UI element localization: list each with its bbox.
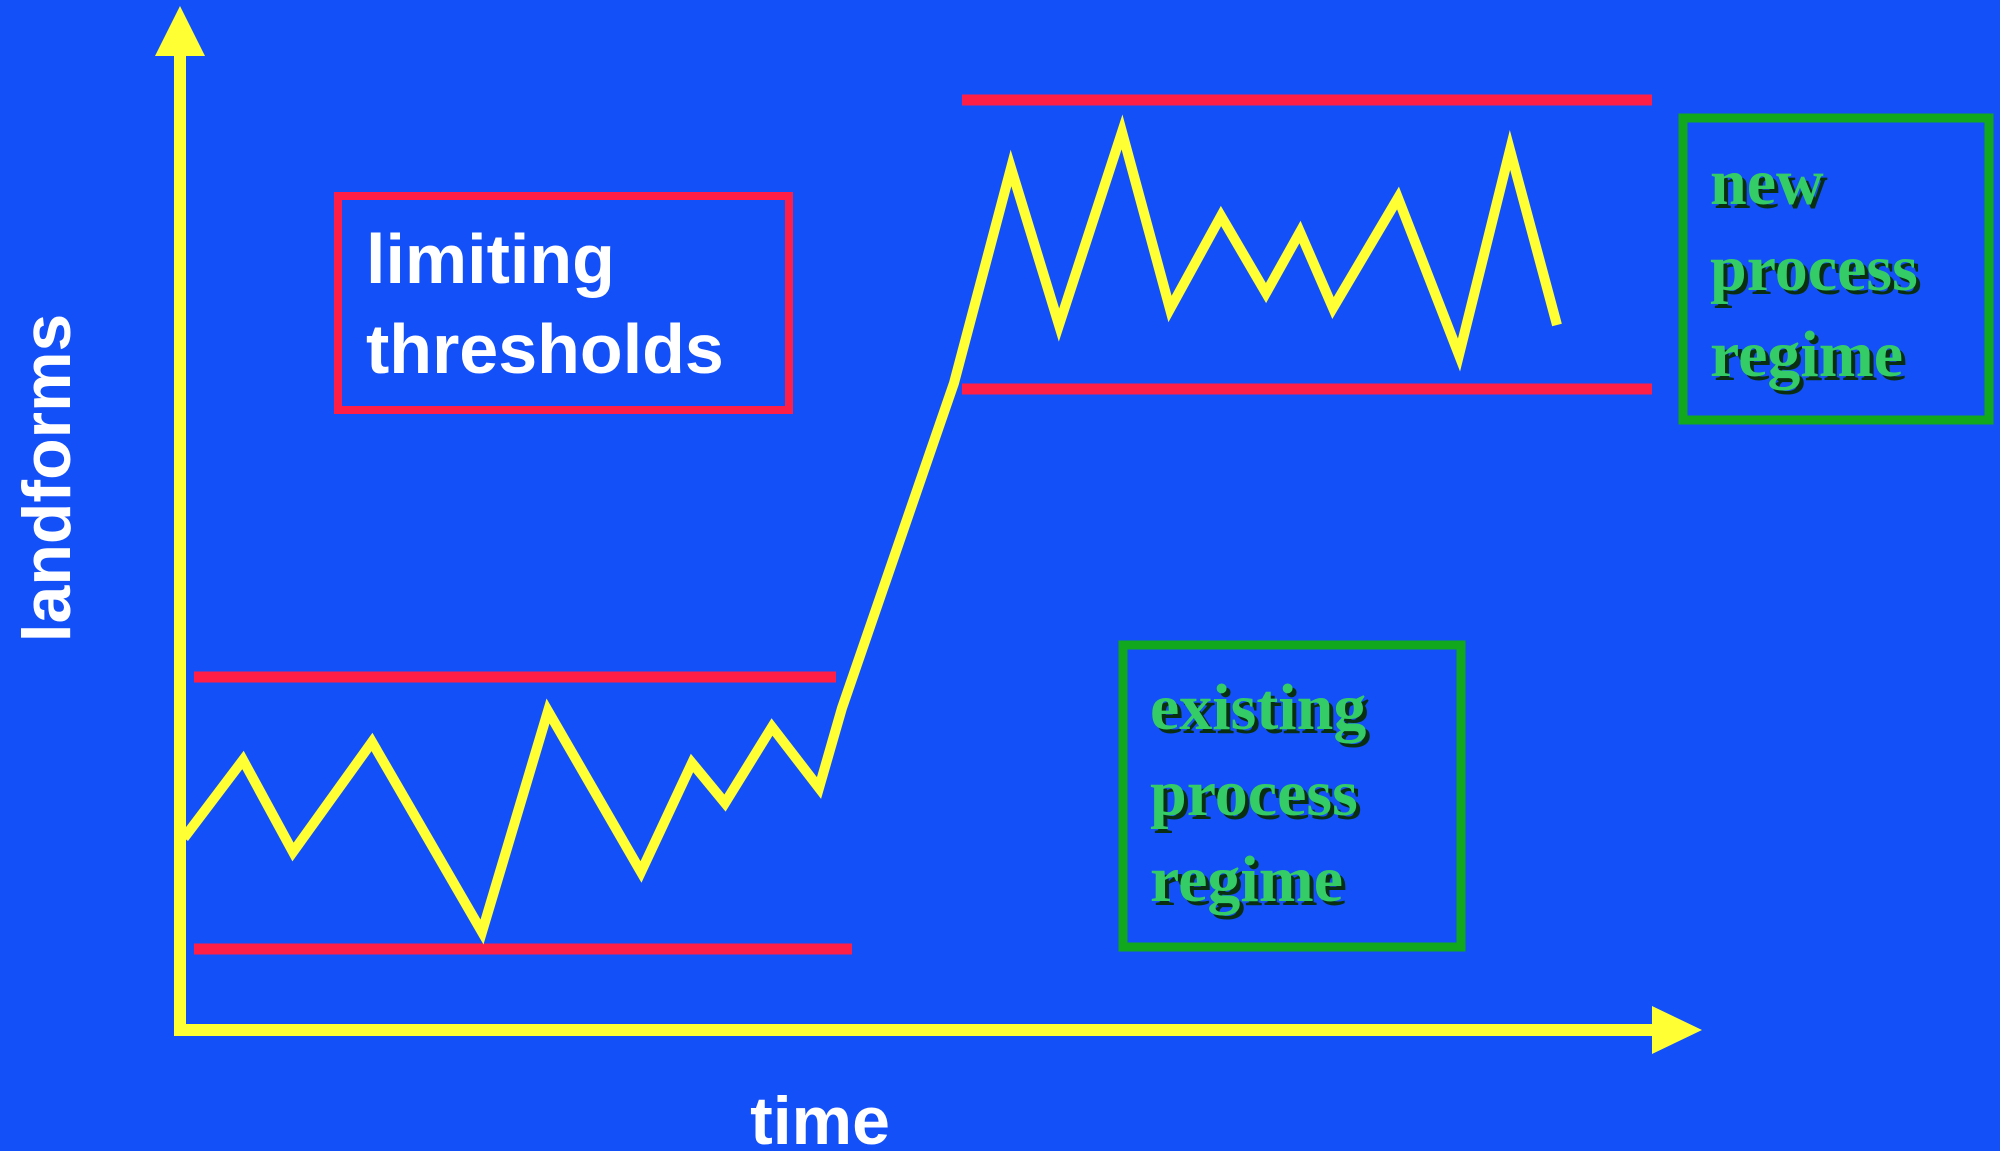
threshold-lines <box>194 94 1652 955</box>
limiting-thresholds-line1: limiting <box>366 220 615 298</box>
new-regime-line3-shadow: regime <box>1714 322 1907 395</box>
existing-regime-line2-shadow: process <box>1154 761 1362 834</box>
new-regime-line1-shadow: new <box>1714 150 1828 223</box>
existing-regime-line3: regime <box>1150 843 1343 916</box>
new-regime-line3: regime <box>1710 318 1903 391</box>
limiting-thresholds-callout: limiting thresholds <box>334 192 793 414</box>
y-axis-arrowhead <box>155 6 205 56</box>
new-regime-line2: process <box>1710 232 1918 305</box>
x-axis-arrowhead <box>1652 1006 1702 1054</box>
existing-regime-line3-shadow: regime <box>1154 847 1347 920</box>
axes <box>155 6 1702 1054</box>
y-axis-label: landforms <box>9 314 85 643</box>
new-regime-callout: new new process process regime regime <box>1678 113 1994 425</box>
new-regime-box <box>1678 113 1994 425</box>
new-regime-line2-shadow: process <box>1714 236 1922 309</box>
new-regime-line1: new <box>1710 146 1824 219</box>
existing-regime-line1-shadow: existing <box>1154 675 1370 748</box>
x-axis-label: time <box>750 1083 890 1151</box>
existing-regime-line2: process <box>1150 757 1358 830</box>
existing-regime-box <box>1118 640 1466 952</box>
landform-signal-line <box>180 114 1562 945</box>
limiting-thresholds-line2: thresholds <box>366 310 724 388</box>
existing-regime-line1: existing <box>1150 671 1366 744</box>
existing-regime-callout: existing existing process process regime… <box>1118 640 1466 952</box>
limiting-thresholds-box <box>334 192 793 414</box>
